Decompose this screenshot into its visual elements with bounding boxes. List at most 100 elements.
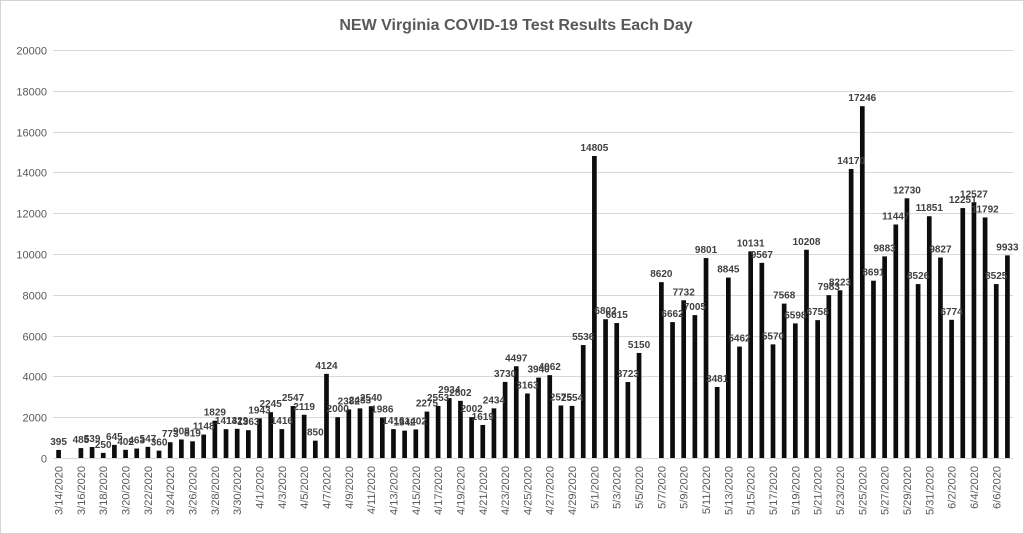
bar	[268, 412, 274, 458]
bar	[145, 446, 151, 458]
bar	[960, 208, 966, 458]
bar	[848, 168, 854, 458]
bar	[580, 345, 586, 458]
data-label: 1416	[382, 416, 405, 427]
x-tick-label: 5/1/2020	[589, 466, 601, 509]
x-tick-label: 4/3/2020	[277, 466, 289, 509]
data-label: 1413	[215, 416, 238, 427]
y-tick-label: 12000	[16, 209, 47, 221]
data-label: 12251	[949, 195, 977, 206]
y-tick-label: 6000	[23, 332, 47, 344]
bar	[871, 280, 876, 458]
bar	[915, 284, 921, 458]
data-label: 6615	[606, 310, 629, 321]
bar	[491, 408, 497, 458]
data-label: 8845	[717, 265, 740, 276]
bar	[614, 323, 620, 458]
bar	[982, 217, 988, 458]
x-tick-label: 5/5/2020	[634, 466, 646, 509]
data-label: 9827	[929, 245, 952, 256]
data-label: 2000	[327, 404, 350, 415]
bar	[670, 322, 675, 458]
bar	[480, 424, 486, 458]
data-label: 8525	[985, 271, 1008, 282]
data-label: 2119	[293, 402, 315, 413]
bar	[368, 406, 374, 458]
data-label: 2540	[360, 393, 383, 404]
data-label: 1416	[271, 416, 294, 427]
bar	[737, 346, 742, 458]
bar	[904, 198, 910, 458]
data-label: 539	[84, 434, 101, 445]
x-tick-label: 5/19/2020	[790, 466, 802, 515]
data-label: 3940	[527, 365, 550, 376]
bar	[212, 420, 218, 458]
data-label: 2382	[338, 396, 361, 407]
data-label: 6774	[940, 307, 963, 318]
data-label: 819	[184, 428, 201, 439]
data-label: 14170	[837, 156, 865, 167]
data-label: 908	[173, 426, 190, 437]
bar	[547, 375, 553, 458]
x-tick-label: 3/20/2020	[121, 466, 133, 515]
data-label: 4497	[505, 353, 528, 364]
data-label: 8526	[907, 271, 930, 282]
x-tick-label: 5/15/2020	[746, 466, 758, 515]
bar	[815, 320, 820, 458]
bar	[837, 290, 843, 458]
bar	[179, 439, 184, 458]
bar	[167, 442, 173, 458]
bar	[234, 428, 240, 458]
bar	[469, 417, 474, 458]
x-tick-label: 5/29/2020	[902, 466, 914, 515]
bar	[290, 406, 296, 458]
bar	[413, 429, 419, 458]
bar	[714, 386, 720, 458]
bar	[703, 258, 709, 458]
data-label: 485	[73, 435, 90, 446]
data-label: 4124	[315, 361, 338, 372]
data-label: 2802	[449, 388, 472, 399]
x-tick-label: 4/17/2020	[433, 466, 445, 515]
data-label: 9567	[751, 250, 774, 261]
data-label: 402	[117, 437, 134, 448]
x-tick-label: 3/28/2020	[210, 466, 222, 515]
data-label: 5462	[728, 334, 751, 345]
bar	[781, 303, 787, 458]
y-tick-label: 10000	[16, 250, 47, 262]
data-label: 17246	[848, 93, 876, 104]
x-tick-label: 5/25/2020	[857, 466, 869, 515]
y-tick-label: 2000	[23, 413, 47, 425]
y-tick-label: 4000	[23, 372, 47, 384]
x-tick-label: 5/21/2020	[813, 466, 825, 515]
bar	[692, 315, 698, 458]
data-label: 7983	[818, 282, 841, 293]
data-label: 7732	[673, 287, 696, 298]
x-axis-tick-labels: 3/14/2020 3/16/2020 3/18/2020 3/20/2020 3/22…	[54, 466, 1004, 515]
x-tick-label: 3/30/2020	[232, 466, 244, 515]
data-label: 5536	[572, 332, 595, 343]
y-tick-label: 16000	[16, 128, 47, 140]
bar	[636, 352, 642, 458]
x-tick-label: 5/9/2020	[679, 466, 691, 509]
y-axis-tick-labels: 0 2000 4000 6000 8000 10000 12000 14000 16000 180…	[16, 46, 47, 466]
data-label: 1943	[248, 405, 271, 416]
data-label: 14805	[580, 143, 608, 154]
bar	[301, 414, 307, 458]
bar	[324, 373, 329, 458]
data-label: 1986	[371, 404, 394, 415]
bar	[402, 430, 407, 458]
y-tick-label: 0	[41, 454, 47, 466]
x-tick-label: 4/5/2020	[299, 466, 311, 509]
x-tick-label: 5/3/2020	[612, 466, 624, 509]
data-label: 3730	[494, 369, 517, 380]
data-label: 2553	[427, 393, 450, 404]
bar	[726, 277, 731, 458]
y-tick-label: 8000	[23, 291, 47, 303]
data-label: 6758	[807, 307, 830, 318]
x-tick-label: 4/1/2020	[255, 466, 267, 509]
data-label: 2002	[460, 404, 483, 415]
bar	[592, 155, 597, 459]
bar	[893, 224, 899, 458]
bar	[246, 430, 251, 458]
